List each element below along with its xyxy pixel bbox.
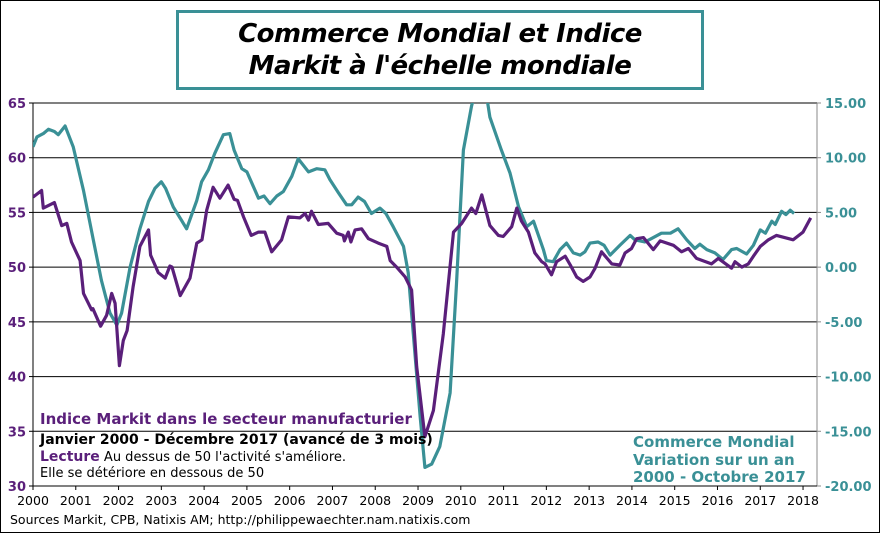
commerce-series-label: Commerce Mondial Variation sur un an 200… (633, 433, 806, 487)
x-tick-label: 2008 (359, 493, 391, 508)
lecture-label: Lecture (40, 449, 100, 465)
title-line-2: Markit à l'échelle mondiale (248, 51, 632, 81)
y-left-tick-label: 65 (8, 97, 26, 112)
x-tick-label: 2004 (188, 493, 220, 508)
y-right-tick-label: 15.00 (825, 97, 866, 112)
y-right-tick-label: -5.00 (825, 316, 862, 331)
x-tick-label: 2018 (787, 493, 819, 508)
x-tick-label: 2015 (659, 493, 691, 508)
x-tick-label: 2013 (573, 493, 605, 508)
commerce-label-line-2: Variation sur un an (633, 450, 795, 469)
y-left-tick-label: 30 (8, 480, 26, 495)
lecture-text-2: Elle se détériore en dessous de 50 (40, 466, 265, 481)
x-tick-label: 2016 (702, 493, 734, 508)
y-right-tick-label: 5.00 (825, 206, 857, 221)
y-left-tick-label: 50 (8, 261, 26, 276)
lecture-note: Lecture Au dessus de 50 l'activité s'amé… (40, 449, 346, 466)
y-right-tick-label: -15.00 (825, 425, 872, 440)
x-tick-label: 2001 (60, 493, 92, 508)
x-tick-label: 2002 (103, 493, 135, 508)
y-right-tick-label: -10.00 (825, 371, 872, 386)
x-tick-label: 2017 (744, 493, 776, 508)
title-line-1: Commerce Mondial et Indice (238, 19, 642, 49)
x-tick-label: 2009 (402, 493, 434, 508)
lecture-text: Au dessus de 50 l'activité s'améliore. (103, 450, 347, 465)
commerce-label-line-3: 2000 - Octobre 2017 (633, 468, 806, 486)
chart-title: Commerce Mondial et Indice Markit à l'éc… (176, 10, 704, 90)
y-left-tick-label: 40 (8, 371, 26, 386)
markit-series-label: Indice Markit dans le secteur manufactur… (40, 410, 412, 428)
commerce-label-line-1: Commerce Mondial (633, 433, 795, 451)
x-tick-label: 2010 (445, 493, 477, 508)
x-tick-label: 2014 (616, 493, 648, 508)
y-right-tick-label: 10.00 (825, 152, 866, 167)
x-tick-label: 2006 (274, 493, 306, 508)
y-left-tick-label: 60 (8, 152, 26, 167)
sources-footer: Sources Markit, CPB, Natixis AM; http://… (10, 512, 471, 527)
y-right-tick-label: 0.00 (825, 261, 857, 276)
y-right-tick-label: -20.00 (825, 480, 872, 495)
markit-series-line (33, 183, 813, 439)
x-tick-label: 2005 (231, 493, 263, 508)
y-left-tick-label: 55 (8, 206, 26, 221)
y-left-tick-label: 45 (8, 316, 26, 331)
x-tick-label: 2007 (317, 493, 349, 508)
x-tick-label: 2011 (488, 493, 520, 508)
y-left-tick-label: 35 (8, 425, 26, 440)
period-label: Janvier 2000 - Décembre 2017 (avancé de … (40, 432, 433, 448)
x-tick-label: 2012 (530, 493, 562, 508)
x-tick-label: 2003 (145, 493, 177, 508)
x-tick-label: 2000 (17, 493, 49, 508)
